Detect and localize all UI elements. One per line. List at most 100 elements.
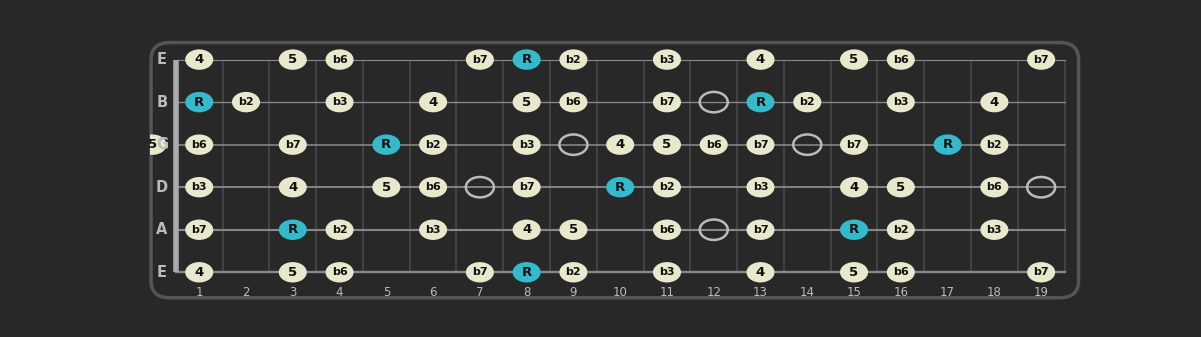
Ellipse shape <box>185 262 214 282</box>
Ellipse shape <box>513 50 540 70</box>
Text: 5: 5 <box>383 286 390 299</box>
Ellipse shape <box>653 177 681 197</box>
Ellipse shape <box>560 262 587 282</box>
Text: b3: b3 <box>986 225 1002 235</box>
Text: b6: b6 <box>659 225 675 235</box>
Text: b7: b7 <box>191 225 207 235</box>
Text: R: R <box>288 223 298 236</box>
Ellipse shape <box>279 50 306 70</box>
Ellipse shape <box>325 50 353 70</box>
Text: 5: 5 <box>288 53 298 66</box>
Text: b2: b2 <box>331 225 347 235</box>
Ellipse shape <box>839 50 868 70</box>
Text: 18: 18 <box>987 286 1002 299</box>
Text: 9: 9 <box>569 286 578 299</box>
Ellipse shape <box>513 92 540 112</box>
Ellipse shape <box>279 262 306 282</box>
Text: b7: b7 <box>1033 55 1048 65</box>
Text: E: E <box>157 265 167 280</box>
Ellipse shape <box>185 177 214 197</box>
Ellipse shape <box>560 219 587 240</box>
Text: b2: b2 <box>894 225 909 235</box>
Text: 4: 4 <box>195 266 204 279</box>
Ellipse shape <box>466 50 494 70</box>
Text: b7: b7 <box>1033 267 1048 277</box>
Text: 5: 5 <box>663 138 671 151</box>
Ellipse shape <box>886 50 915 70</box>
Text: 10: 10 <box>613 286 628 299</box>
Text: R: R <box>521 53 532 66</box>
Ellipse shape <box>886 92 915 112</box>
Text: 5: 5 <box>382 181 390 194</box>
Text: 5: 5 <box>896 181 906 194</box>
Ellipse shape <box>372 134 400 155</box>
Text: 11: 11 <box>659 286 675 299</box>
Text: 4: 4 <box>755 266 765 279</box>
Ellipse shape <box>653 134 681 155</box>
Text: 4: 4 <box>522 223 531 236</box>
Ellipse shape <box>653 262 681 282</box>
Ellipse shape <box>1027 262 1056 282</box>
Text: 16: 16 <box>894 286 908 299</box>
Text: b2: b2 <box>659 182 675 192</box>
Text: b6: b6 <box>894 267 909 277</box>
Text: 12: 12 <box>706 286 722 299</box>
Ellipse shape <box>419 92 447 112</box>
Ellipse shape <box>700 134 728 155</box>
Ellipse shape <box>185 219 214 240</box>
Ellipse shape <box>325 92 353 112</box>
Ellipse shape <box>279 177 306 197</box>
Ellipse shape <box>513 134 540 155</box>
Text: 4: 4 <box>288 181 298 194</box>
Ellipse shape <box>793 92 821 112</box>
Ellipse shape <box>419 177 447 197</box>
Ellipse shape <box>886 262 915 282</box>
FancyBboxPatch shape <box>151 42 1078 298</box>
Text: b6: b6 <box>425 182 441 192</box>
Text: D: D <box>156 180 168 195</box>
Ellipse shape <box>839 262 868 282</box>
Text: 8: 8 <box>522 286 531 299</box>
Ellipse shape <box>839 219 868 240</box>
Text: b2: b2 <box>425 140 441 150</box>
Ellipse shape <box>185 50 214 70</box>
Text: 4: 4 <box>429 96 437 109</box>
Ellipse shape <box>886 177 915 197</box>
Text: b3: b3 <box>191 182 207 192</box>
Ellipse shape <box>1027 50 1056 70</box>
Text: b6: b6 <box>986 182 1003 192</box>
Ellipse shape <box>653 92 681 112</box>
Text: R: R <box>615 181 626 194</box>
Text: b2: b2 <box>238 97 253 107</box>
Text: 3: 3 <box>289 286 297 299</box>
Text: b7: b7 <box>659 97 675 107</box>
Ellipse shape <box>279 134 306 155</box>
Ellipse shape <box>325 262 353 282</box>
Text: 6: 6 <box>429 286 437 299</box>
Ellipse shape <box>653 219 681 240</box>
Ellipse shape <box>933 134 962 155</box>
Text: 13: 13 <box>753 286 767 299</box>
Ellipse shape <box>560 50 587 70</box>
Ellipse shape <box>232 92 261 112</box>
Ellipse shape <box>980 134 1009 155</box>
Text: b7: b7 <box>519 182 534 192</box>
Text: 2: 2 <box>243 286 250 299</box>
Text: 14: 14 <box>800 286 814 299</box>
Ellipse shape <box>980 177 1009 197</box>
Ellipse shape <box>325 219 353 240</box>
Text: b3: b3 <box>519 140 534 150</box>
Ellipse shape <box>747 50 775 70</box>
Text: E: E <box>157 52 167 67</box>
Text: 15: 15 <box>847 286 861 299</box>
Ellipse shape <box>513 262 540 282</box>
Text: 17: 17 <box>940 286 955 299</box>
Ellipse shape <box>513 219 540 240</box>
Text: b3: b3 <box>753 182 769 192</box>
Ellipse shape <box>980 92 1009 112</box>
Text: 4: 4 <box>195 53 204 66</box>
Text: 5: 5 <box>288 266 298 279</box>
Text: 7: 7 <box>476 286 484 299</box>
Text: R: R <box>195 96 204 109</box>
Ellipse shape <box>747 177 775 197</box>
